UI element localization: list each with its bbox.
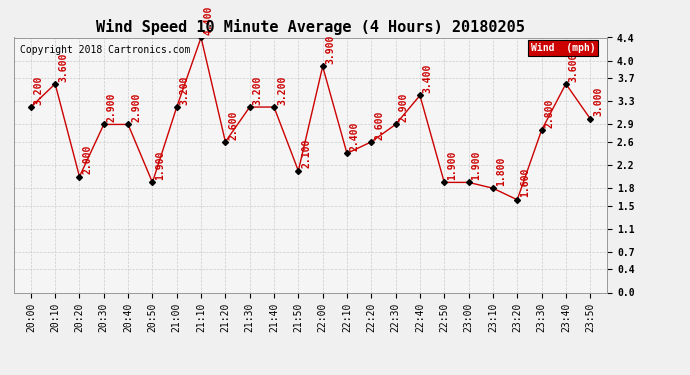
- Text: 1.800: 1.800: [496, 156, 506, 186]
- Text: 3.600: 3.600: [58, 52, 68, 81]
- Text: 1.900: 1.900: [447, 151, 457, 180]
- Text: 1.600: 1.600: [520, 168, 530, 198]
- Text: 3.200: 3.200: [253, 75, 263, 105]
- Text: 3.400: 3.400: [423, 64, 433, 93]
- Text: 2.800: 2.800: [544, 99, 555, 128]
- Text: 2.600: 2.600: [374, 110, 384, 140]
- Text: 3.200: 3.200: [34, 75, 43, 105]
- Text: 2.100: 2.100: [302, 139, 311, 168]
- Text: 2.400: 2.400: [350, 122, 360, 151]
- Title: Wind Speed 10 Minute Average (4 Hours) 20180205: Wind Speed 10 Minute Average (4 Hours) 2…: [96, 19, 525, 35]
- Text: 2.900: 2.900: [107, 93, 117, 122]
- Text: 4.400: 4.400: [204, 6, 214, 35]
- Text: 3.000: 3.000: [593, 87, 603, 116]
- Text: 3.200: 3.200: [179, 75, 190, 105]
- Text: 3.900: 3.900: [326, 35, 335, 64]
- Text: Wind  (mph): Wind (mph): [531, 43, 595, 52]
- Text: 2.600: 2.600: [228, 110, 238, 140]
- Text: 2.900: 2.900: [399, 93, 408, 122]
- Text: Copyright 2018 Cartronics.com: Copyright 2018 Cartronics.com: [20, 45, 190, 55]
- Text: 1.900: 1.900: [471, 151, 482, 180]
- Text: 2.000: 2.000: [82, 145, 92, 174]
- Text: 3.200: 3.200: [277, 75, 287, 105]
- Text: 2.900: 2.900: [131, 93, 141, 122]
- Text: 1.900: 1.900: [155, 151, 166, 180]
- Text: 3.600: 3.600: [569, 52, 579, 81]
